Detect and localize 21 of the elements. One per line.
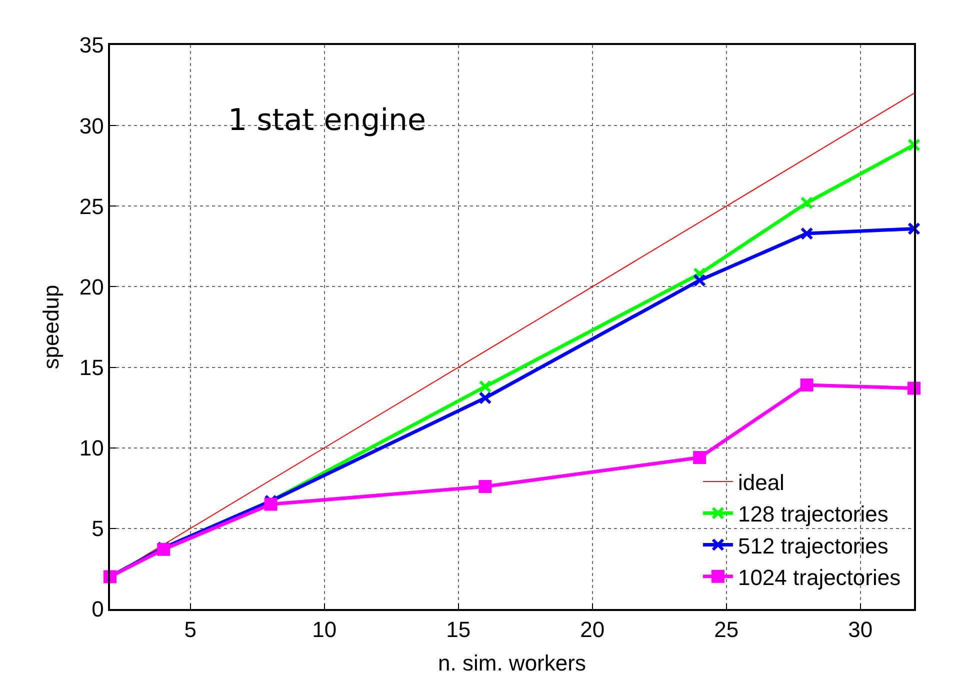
y-axis-title: speedup <box>38 284 64 370</box>
legend-label: ideal <box>738 470 784 496</box>
x-axis-title: n. sim. workers <box>438 650 586 676</box>
y-tick-label: 20 <box>79 274 104 300</box>
x-tick-label: 15 <box>446 617 471 642</box>
x-tick-label: 30 <box>848 617 873 642</box>
y-tick-label: 30 <box>79 113 104 138</box>
x-tick-label: 10 <box>312 617 337 642</box>
y-tick-label: 15 <box>79 354 104 380</box>
x-tick-label: 5 <box>184 617 197 642</box>
y-tick-label: 35 <box>79 32 104 58</box>
y-tick-label: 10 <box>79 436 104 461</box>
legend-label: 1024 trajectories <box>738 564 901 590</box>
y-tick-label: 0 <box>92 596 104 622</box>
legend-label: 128 trajectories <box>738 502 888 527</box>
x-tick-label: 25 <box>714 617 739 642</box>
y-tick-label: 25 <box>79 194 104 219</box>
x-tick-label: 20 <box>580 617 605 642</box>
text: 1 stat engine <box>228 103 426 138</box>
y-tick-label: 5 <box>92 516 104 542</box>
legend-label: 512 trajectories <box>738 533 888 558</box>
